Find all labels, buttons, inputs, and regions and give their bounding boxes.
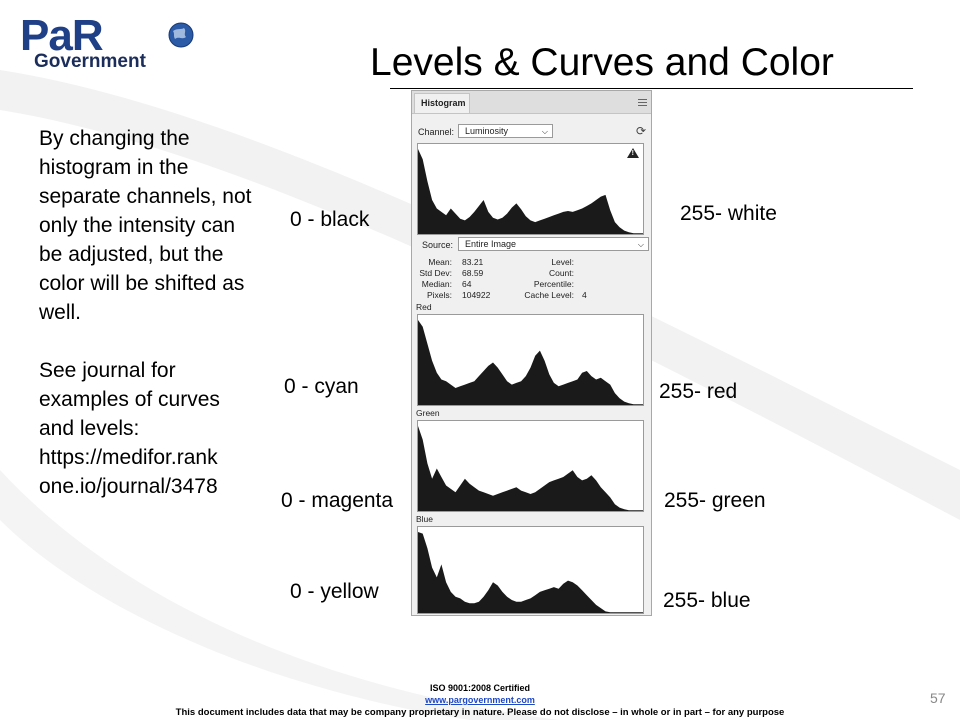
histogram-area-green xyxy=(418,426,643,511)
label-yellow: 0 - yellow xyxy=(290,580,379,603)
source-select[interactable]: Entire Image ⌵ xyxy=(458,237,649,251)
footer-website-row: www.pargovernment.com xyxy=(0,695,960,706)
histogram-red xyxy=(417,314,644,406)
label-white: 255- white xyxy=(680,202,777,225)
footer-website-link[interactable]: www.pargovernment.com xyxy=(425,695,535,705)
stat-pixels-value: 104922 xyxy=(462,290,491,300)
warning-icon[interactable] xyxy=(627,148,639,158)
stat-count-label: Count: xyxy=(548,268,574,278)
logo-par-text: PaR xyxy=(20,11,104,60)
body-paragraph-2: See journal for examples of curves and l… xyxy=(39,356,254,501)
footer-disclaimer: This document includes data that may be … xyxy=(175,707,785,718)
warning-mark: ! xyxy=(631,150,634,157)
stat-std-label: Std Dev: xyxy=(419,268,452,278)
globe-icon xyxy=(168,22,194,48)
channel-red-label: Red xyxy=(416,302,432,312)
source-label: Source: xyxy=(422,240,454,250)
body-paragraph-2-text: See journal for examples of curves and l… xyxy=(39,359,220,440)
label-red: 255- red xyxy=(659,380,738,403)
label-blue: 255- blue xyxy=(663,589,751,612)
chevron-down-icon: ⌵ xyxy=(541,127,548,136)
histogram-green xyxy=(417,420,644,512)
stat-mean-value: 83.21 xyxy=(462,257,484,267)
histogram-luminosity: ! xyxy=(417,143,644,235)
label-magenta: 0 - magenta xyxy=(281,489,394,512)
channel-label: Channel: xyxy=(418,127,455,137)
source-select-value: Entire Image xyxy=(465,239,517,249)
title-divider xyxy=(390,88,913,89)
stat-cache-label: Cache Level: xyxy=(524,290,574,300)
stat-level-label: Level: xyxy=(551,257,574,267)
body-text: By changing the histogram in the separat… xyxy=(39,124,254,501)
refresh-icon[interactable]: ⟳ xyxy=(636,124,647,138)
stat-pixels-label: Pixels: xyxy=(426,290,452,300)
stat-median-value: 64 xyxy=(462,279,472,289)
chevron-down-icon: ⌵ xyxy=(637,240,644,249)
panel-tab-bar: Histogram xyxy=(412,91,651,114)
histogram-blue xyxy=(417,526,644,614)
luminosity-histogram-chart xyxy=(418,149,643,234)
stat-std-value: 68.59 xyxy=(462,268,484,278)
slide-title: Levels & Curves and Color xyxy=(370,41,834,84)
channel-green-label: Green xyxy=(416,408,440,418)
stat-percentile-label: Percentile: xyxy=(533,279,574,289)
blue-histogram-chart xyxy=(418,532,643,613)
label-cyan: 0 - cyan xyxy=(284,375,359,398)
channel-select-value: Luminosity xyxy=(465,126,509,136)
histogram-area-blue xyxy=(418,532,643,613)
journal-link[interactable]: https://medifor.rank one.io/journal/3478 xyxy=(39,446,218,498)
histogram-area-red xyxy=(418,320,643,405)
histogram-area-luminosity xyxy=(418,149,643,234)
company-logo: PaR Government xyxy=(20,14,200,78)
logo-government-text: Government xyxy=(34,51,146,72)
channel-select[interactable]: Luminosity ⌵ xyxy=(458,124,553,138)
stat-median-label: Median: xyxy=(421,279,452,289)
body-paragraph-1: By changing the histogram in the separat… xyxy=(39,127,252,324)
red-histogram-chart xyxy=(418,320,643,405)
page-number: 57 xyxy=(930,690,946,706)
tab-histogram[interactable]: Histogram xyxy=(414,93,470,113)
stat-mean-label: Mean: xyxy=(428,257,452,267)
panel-menu-icon[interactable] xyxy=(638,99,647,106)
histogram-panel: Histogram Channel: Luminosity ⌵ ⟳ ! Sour… xyxy=(411,90,652,616)
channel-blue-label: Blue xyxy=(416,514,434,524)
footer-iso: ISO 9001:2008 Certified xyxy=(429,683,531,693)
green-histogram-chart xyxy=(418,426,643,511)
stat-cache-value: 4 xyxy=(582,290,587,300)
label-black: 0 - black xyxy=(290,208,370,231)
label-green: 255- green xyxy=(664,489,766,512)
